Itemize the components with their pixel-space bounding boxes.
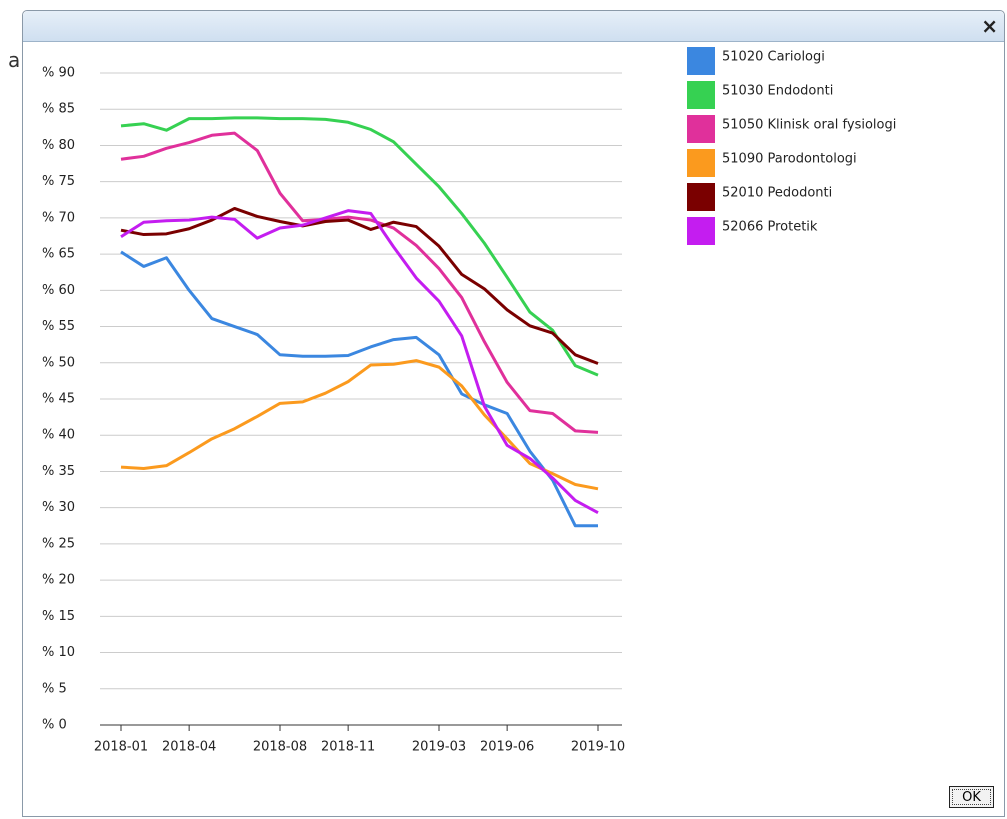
y-tick-label: % 85 xyxy=(42,102,75,117)
legend-label: 52066 Protetik xyxy=(722,220,818,235)
y-tick-label: % 15 xyxy=(42,609,75,624)
x-tick-label: 2019-03 xyxy=(412,740,466,755)
y-tick-label: % 90 xyxy=(42,66,75,81)
legend-swatch xyxy=(687,115,715,143)
y-tick-label: % 80 xyxy=(42,138,75,153)
x-tick-label: 2018-11 xyxy=(321,740,375,755)
close-button[interactable]: × xyxy=(981,14,998,38)
x-tick-label: 2018-08 xyxy=(253,740,307,755)
legend-swatch xyxy=(687,217,715,245)
background-text: a xyxy=(8,48,21,72)
legend-label: 51050 Klinisk oral fysiologi xyxy=(722,118,896,133)
y-tick-label: % 65 xyxy=(42,247,75,262)
y-tick-label: % 60 xyxy=(42,283,75,298)
y-tick-label: % 0 xyxy=(42,718,67,733)
y-tick-label: % 25 xyxy=(42,536,75,551)
series-line xyxy=(120,131,599,434)
y-tick-label: % 50 xyxy=(42,355,75,370)
legend-label: 51030 Endodonti xyxy=(722,84,833,99)
legend-swatch xyxy=(687,47,715,75)
series-line xyxy=(120,206,599,365)
dialog-titlebar xyxy=(23,11,1004,42)
y-tick-label: % 35 xyxy=(42,464,75,479)
legend-swatch xyxy=(687,81,715,109)
series-line xyxy=(120,209,599,515)
y-tick-label: % 20 xyxy=(42,573,75,588)
y-tick-label: % 45 xyxy=(42,392,75,407)
series-line xyxy=(120,116,599,377)
legend-label: 51020 Cariologi xyxy=(722,50,825,65)
x-tick-label: 2019-06 xyxy=(480,740,534,755)
y-tick-label: % 40 xyxy=(42,428,75,443)
x-tick-label: 2018-01 xyxy=(94,740,148,755)
y-tick-label: % 55 xyxy=(42,319,75,334)
ok-button[interactable]: OK xyxy=(949,786,994,808)
y-tick-label: % 5 xyxy=(42,681,67,696)
legend-swatch xyxy=(687,183,715,211)
y-tick-label: % 75 xyxy=(42,174,75,189)
y-tick-label: % 10 xyxy=(42,645,75,660)
y-tick-label: % 30 xyxy=(42,500,75,515)
y-tick-label: % 70 xyxy=(42,210,75,225)
x-tick-label: 2019-10 xyxy=(571,740,625,755)
legend-swatch xyxy=(687,149,715,177)
series-line xyxy=(120,250,598,528)
series-line xyxy=(120,359,599,491)
x-tick-label: 2018-04 xyxy=(162,740,216,755)
legend-label: 51090 Parodontologi xyxy=(722,152,857,167)
legend-label: 52010 Pedodonti xyxy=(722,186,832,201)
